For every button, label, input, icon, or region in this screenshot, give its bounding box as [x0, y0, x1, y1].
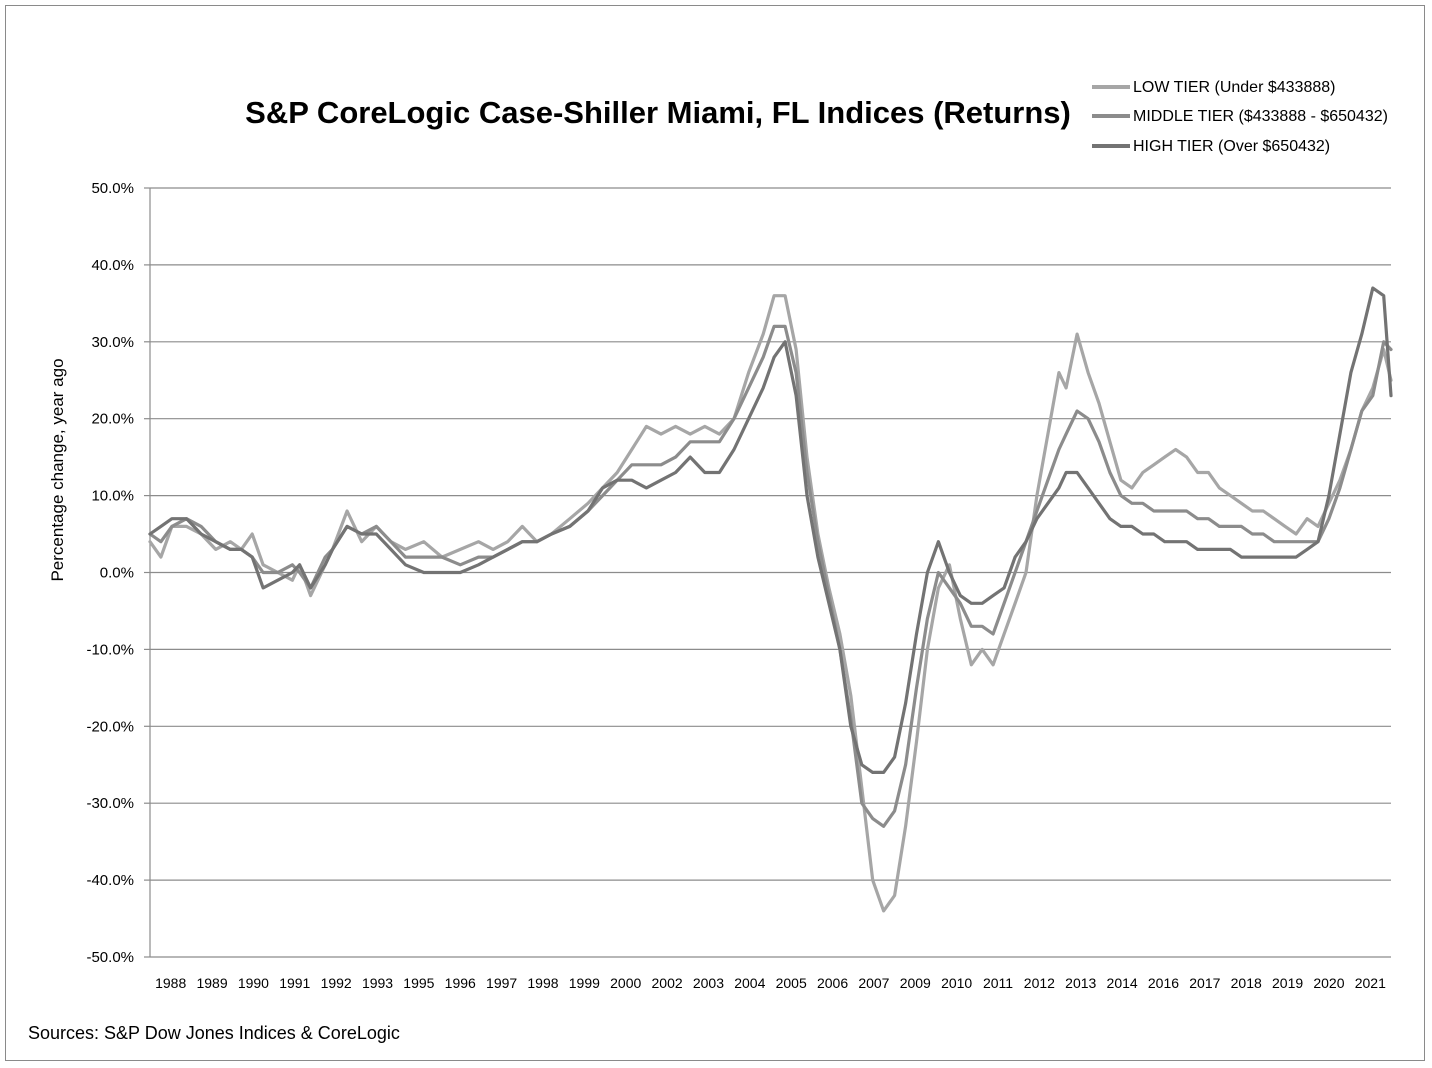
- x-tick-label: 1995: [403, 975, 434, 991]
- x-tick-label: 1989: [196, 975, 227, 991]
- x-tick-label: 1988: [155, 975, 186, 991]
- y-tick-label: 0.0%: [100, 565, 134, 582]
- series-lines: [148, 286, 1393, 913]
- x-tick-label: 1993: [362, 975, 393, 991]
- y-tick-labels: 50.0% 40.0% 30.0% 20.0% 10.0% 0.0% -10.0% -20.0…: [86, 180, 134, 966]
- y-tick-label: 50.0%: [91, 180, 134, 197]
- x-tick-label: 2018: [1231, 975, 1262, 991]
- legend-label: HIGH TIER (Over $650432): [1133, 138, 1330, 155]
- x-tick-labels: 1988 1989 1990 1991 1992 1993 1995 1996 1997 1998…: [155, 975, 1386, 991]
- x-tick-label: 2009: [900, 975, 931, 991]
- y-tick-label: -50.0%: [86, 949, 134, 966]
- x-tick-label: 2017: [1189, 975, 1220, 991]
- x-tick-label: 2014: [1107, 975, 1138, 991]
- x-tick-label: 2013: [1065, 975, 1096, 991]
- legend: LOW TIER (Under $433888) MIDDLE TIER ($43…: [1092, 79, 1388, 155]
- x-tick-label: 1998: [527, 975, 558, 991]
- chart-title: S&P CoreLogic Case-Shiller Miami, FL Ind…: [245, 95, 1071, 130]
- legend-label: LOW TIER (Under $433888): [1133, 79, 1335, 96]
- x-tick-label: 2000: [610, 975, 641, 991]
- x-tick-label: 2016: [1148, 975, 1179, 991]
- y-tick-label: -20.0%: [86, 718, 134, 735]
- x-tick-label: 2021: [1355, 975, 1386, 991]
- x-tick-label: 2020: [1313, 975, 1344, 991]
- x-tick-label: 1992: [321, 975, 352, 991]
- y-tick-label: 30.0%: [91, 334, 134, 351]
- x-tick-label: 2011: [983, 975, 1013, 991]
- y-axis-label: Percentage change, year ago: [48, 358, 67, 581]
- x-tick-label: 2005: [776, 975, 807, 991]
- x-tick-label: 1991: [279, 975, 310, 991]
- x-tick-label: 2003: [693, 975, 724, 991]
- x-tick-label: 2002: [652, 975, 683, 991]
- legend-label: MIDDLE TIER ($433888 - $650432): [1133, 108, 1388, 125]
- x-tick-label: 2006: [817, 975, 848, 991]
- x-tick-label: 1996: [445, 975, 476, 991]
- x-tick-label: 1997: [486, 975, 517, 991]
- series-line-middle-tier: [148, 324, 1393, 828]
- x-tick-label: 1990: [238, 975, 269, 991]
- series-line-low-tier: [148, 294, 1393, 913]
- source-note: Sources: S&P Dow Jones Indices & CoreLog…: [28, 1023, 400, 1043]
- y-tick-label: 10.0%: [91, 488, 134, 505]
- x-tick-label: 2012: [1024, 975, 1055, 991]
- x-tick-label: 2004: [734, 975, 765, 991]
- y-tick-label: -10.0%: [86, 641, 134, 658]
- series-line-high-tier: [148, 286, 1393, 775]
- y-tick-label: 40.0%: [91, 257, 134, 274]
- chart-frame: [5, 5, 1425, 1061]
- y-tick-label: -40.0%: [86, 872, 134, 889]
- gridlines: [144, 187, 1391, 958]
- x-tick-label: 2019: [1272, 975, 1303, 991]
- x-tick-label: 1999: [569, 975, 600, 991]
- x-tick-label: 2010: [941, 975, 972, 991]
- y-tick-label: 20.0%: [91, 411, 134, 428]
- x-tick-label: 2007: [858, 975, 889, 991]
- y-tick-label: -30.0%: [86, 795, 134, 812]
